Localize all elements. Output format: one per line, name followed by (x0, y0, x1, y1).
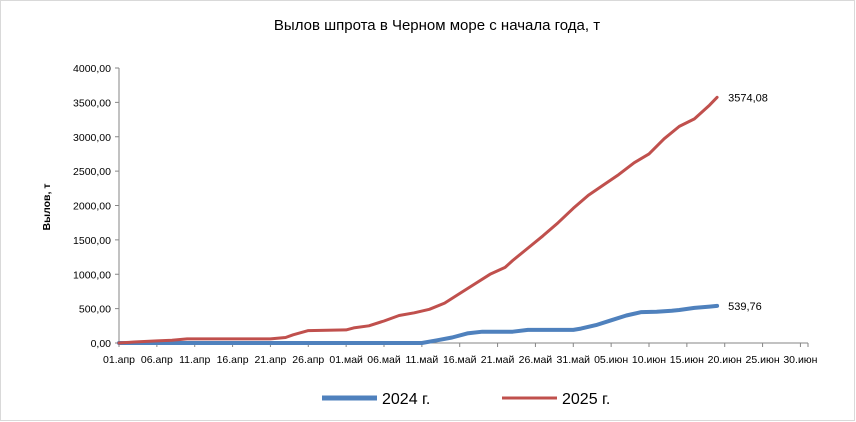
end-data-label: 539,76 (728, 301, 762, 313)
series-line-2 (117, 95, 719, 345)
x-tick-label: 01.май (329, 354, 363, 366)
x-axis: 01.апр 06.апр 11.апр 16.апр 21.апр 26.апр 01.м… (103, 342, 818, 366)
y-tick-label: 500,00 (79, 304, 111, 316)
y-tick-label: 1500,00 (73, 235, 111, 247)
x-tick-label: 11.май (405, 354, 438, 366)
x-tick-label: 26.апр (292, 354, 324, 366)
x-tick-label: 01.апр (103, 354, 135, 366)
x-tick-label: 30.июн (783, 354, 817, 366)
chart-title: Вылов шпрота в Черном море с начала года… (274, 17, 600, 34)
x-tick-label: 25.июн (746, 354, 780, 366)
legend-label-2: 2025 г. (562, 391, 610, 408)
end-data-label: 3574,08 (728, 92, 768, 104)
y-tick-label: 3500,00 (73, 97, 111, 109)
x-tick-label: 06.май (367, 354, 401, 366)
y-tick-label: 2500,00 (73, 166, 111, 178)
x-tick-label: 26.май (519, 354, 553, 366)
x-tick-label: 16.апр (217, 354, 249, 366)
series-line-1 (117, 303, 720, 345)
x-tick-label: 11.апр (179, 354, 210, 366)
x-tick-label: 21.апр (254, 354, 286, 366)
data-labels: 539,76 3574,08 (728, 92, 768, 313)
x-tick-label: 16.май (443, 354, 477, 366)
series-lines (117, 95, 720, 345)
legend: 2024 г. 2025 г. (322, 391, 610, 408)
x-tick-label: 31.май (557, 354, 591, 366)
x-tick-label: 20.июн (708, 354, 742, 366)
y-tick-label: 4000,00 (73, 63, 111, 75)
legend-label-1: 2024 г. (382, 391, 430, 408)
y-tick-label: 0,00 (91, 338, 112, 350)
y-tick-label: 2000,00 (73, 201, 111, 213)
x-tick-label: 10.июн (632, 354, 666, 366)
x-tick-label: 15.июн (670, 354, 704, 366)
y-tick-label: 1000,00 (73, 269, 111, 281)
y-axis: 0,00 500,00 1000,00 1500,00 2000,00 2500,00 30… (73, 63, 120, 350)
x-tick-label: 06.апр (141, 354, 173, 366)
x-tick-label: 05.июн (594, 354, 628, 366)
x-tick-label: 21.май (481, 354, 515, 366)
y-axis-label: Вылов, т (41, 184, 53, 231)
y-tick-label: 3000,00 (73, 132, 111, 144)
